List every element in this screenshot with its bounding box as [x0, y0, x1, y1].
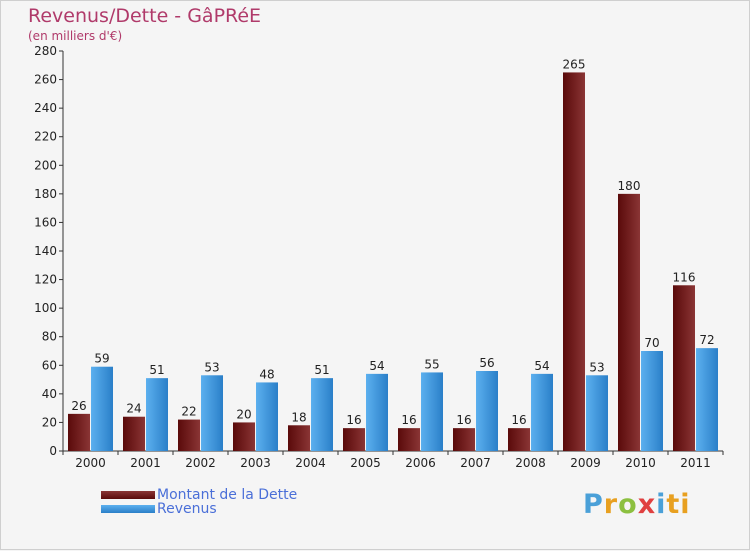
bar-debt-2000 [68, 413, 90, 451]
data-label-revenue-2007: 56 [479, 356, 494, 370]
bar-revenue-2009 [586, 375, 608, 451]
data-label-debt-2001: 24 [126, 402, 141, 416]
legend-item-revenue: Revenus [101, 501, 217, 517]
data-label-revenue-2005: 54 [369, 359, 384, 373]
y-tick-label: 60 [42, 358, 57, 372]
chart-bars [68, 72, 718, 451]
y-tick-label: 100 [34, 301, 57, 315]
bar-revenue-2007 [476, 371, 498, 451]
x-tick-label: 2006 [405, 456, 436, 470]
data-label-debt-2006: 16 [401, 413, 416, 427]
y-tick-label: 220 [34, 130, 57, 144]
x-tick-label: 2007 [460, 456, 491, 470]
proxiti-logo: Proxiti [583, 489, 691, 520]
bar-revenue-2004 [311, 378, 333, 451]
bar-revenue-2006 [421, 372, 443, 451]
bar-revenue-2011 [696, 348, 718, 451]
chart-axes [59, 50, 724, 455]
x-tick-label: 2000 [75, 456, 106, 470]
data-label-debt-2003: 20 [236, 407, 251, 421]
data-label-revenue-2000: 59 [94, 352, 109, 366]
x-tick-label: 2004 [295, 456, 326, 470]
data-label-revenue-2009: 53 [589, 360, 604, 374]
y-tick-label: 80 [42, 330, 57, 344]
data-label-revenue-2001: 51 [149, 363, 164, 377]
bar-debt-2005 [343, 428, 365, 451]
y-tick-label: 20 [42, 415, 57, 429]
chart-labels: 0204060801001201401601802002202402602802… [34, 44, 715, 470]
data-label-revenue-2006: 55 [424, 357, 439, 371]
chart-title: Revenus/Dette - GâPRéE [28, 5, 262, 27]
legend-item-debt: Montant de la Dette [101, 487, 297, 503]
bar-revenue-2002 [201, 375, 223, 451]
bar-revenue-2010 [641, 351, 663, 451]
y-tick-label: 0 [49, 444, 57, 458]
y-tick-label: 140 [34, 244, 57, 258]
data-label-debt-2011: 116 [673, 270, 696, 284]
bar-revenue-2001 [146, 378, 168, 451]
bar-debt-2007 [453, 428, 475, 451]
bar-debt-2004 [288, 425, 310, 451]
x-tick-label: 2011 [680, 456, 711, 470]
bar-debt-2009 [563, 72, 585, 451]
data-label-revenue-2002: 53 [204, 360, 219, 374]
data-label-debt-2004: 18 [291, 410, 306, 424]
data-label-revenue-2004: 51 [314, 363, 329, 377]
x-tick-label: 2001 [130, 456, 161, 470]
y-tick-label: 40 [42, 387, 57, 401]
bar-revenue-2005 [366, 373, 388, 451]
bar-revenue-2000 [91, 366, 113, 451]
x-tick-label: 2010 [625, 456, 656, 470]
bar-debt-2002 [178, 419, 200, 451]
x-tick-label: 2003 [240, 456, 271, 470]
y-tick-label: 240 [34, 101, 57, 115]
y-tick-label: 120 [34, 273, 57, 287]
bar-revenue-2008 [531, 373, 553, 451]
bar-debt-2008 [508, 428, 530, 451]
x-tick-label: 2008 [515, 456, 546, 470]
data-label-revenue-2011: 72 [699, 333, 714, 347]
y-tick-label: 180 [34, 187, 57, 201]
data-label-debt-2007: 16 [456, 413, 471, 427]
data-label-revenue-2010: 70 [644, 336, 659, 350]
bar-debt-2001 [123, 416, 145, 451]
x-tick-label: 2002 [185, 456, 216, 470]
data-label-revenue-2008: 54 [534, 359, 549, 373]
data-label-debt-2009: 265 [563, 57, 586, 71]
bar-debt-2006 [398, 428, 420, 451]
bar-debt-2011 [673, 285, 695, 451]
chart-subtitle: (en milliers d'€) [28, 29, 123, 43]
legend-swatch-revenue [101, 505, 155, 513]
x-tick-label: 2009 [570, 456, 601, 470]
bar-debt-2010 [618, 193, 640, 451]
legend-label-debt: Montant de la Dette [157, 487, 298, 503]
legend-swatch-debt [101, 491, 155, 499]
x-tick-label: 2005 [350, 456, 381, 470]
bar-revenue-2003 [256, 382, 278, 451]
legend-label-revenue: Revenus [157, 501, 217, 517]
data-label-revenue-2003: 48 [259, 367, 274, 381]
y-tick-label: 160 [34, 215, 57, 229]
data-label-debt-2010: 180 [618, 179, 641, 193]
data-label-debt-2002: 22 [181, 405, 196, 419]
y-tick-label: 200 [34, 158, 57, 172]
data-label-debt-2008: 16 [511, 413, 526, 427]
y-tick-label: 260 [34, 73, 57, 87]
y-tick-label: 280 [34, 44, 57, 58]
data-label-debt-2005: 16 [346, 413, 361, 427]
bar-debt-2003 [233, 422, 255, 451]
data-label-debt-2000: 26 [71, 399, 86, 413]
